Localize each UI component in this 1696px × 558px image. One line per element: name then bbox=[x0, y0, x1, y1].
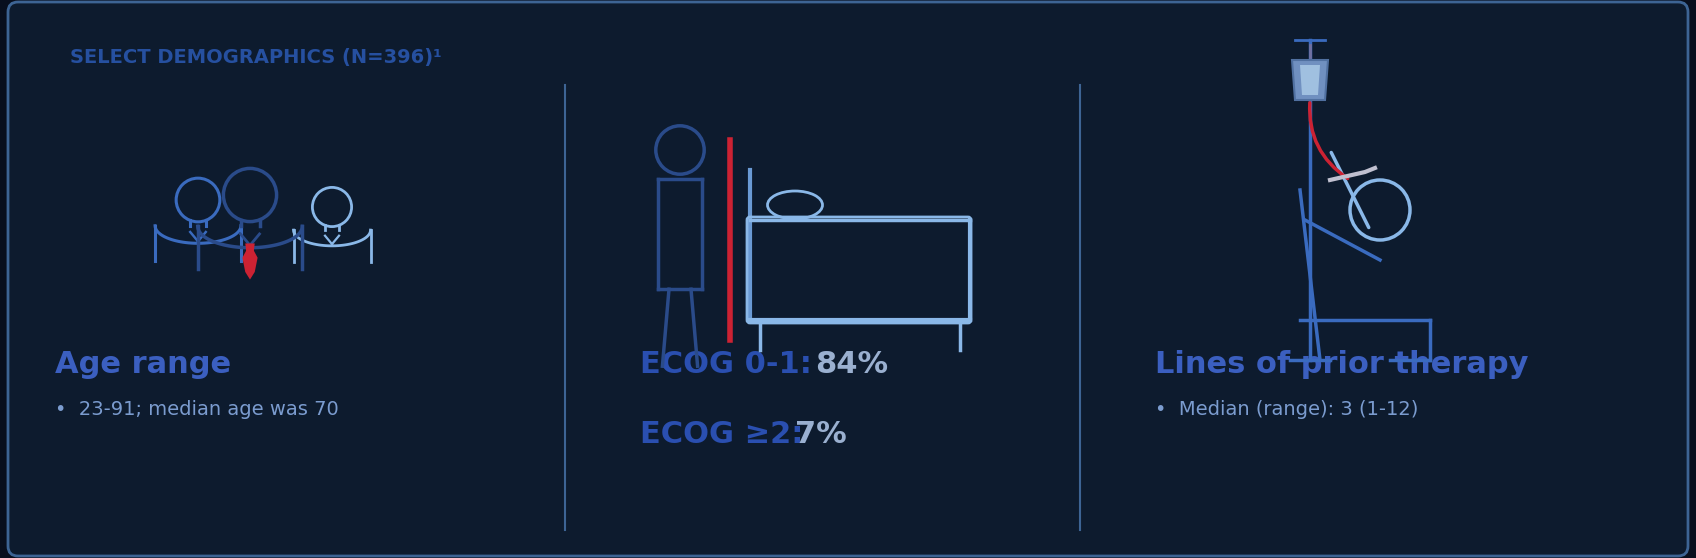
Text: ECOG ≥2:: ECOG ≥2: bbox=[639, 420, 814, 449]
Text: ECOG 0-1:: ECOG 0-1: bbox=[639, 350, 823, 379]
Text: Age range: Age range bbox=[54, 350, 231, 379]
Text: •  Median (range): 3 (1-12): • Median (range): 3 (1-12) bbox=[1155, 400, 1418, 419]
Text: 7%: 7% bbox=[795, 420, 846, 449]
Text: SELECT DEMOGRAPHICS (N=396)¹: SELECT DEMOGRAPHICS (N=396)¹ bbox=[70, 49, 441, 68]
Polygon shape bbox=[1292, 60, 1328, 100]
Text: Lines of prior therapy: Lines of prior therapy bbox=[1155, 350, 1528, 379]
Text: 84%: 84% bbox=[816, 350, 889, 379]
Text: •  23-91; median age was 70: • 23-91; median age was 70 bbox=[54, 400, 339, 419]
Polygon shape bbox=[246, 243, 254, 251]
FancyBboxPatch shape bbox=[8, 2, 1688, 556]
Polygon shape bbox=[243, 243, 258, 280]
Polygon shape bbox=[1301, 65, 1319, 95]
